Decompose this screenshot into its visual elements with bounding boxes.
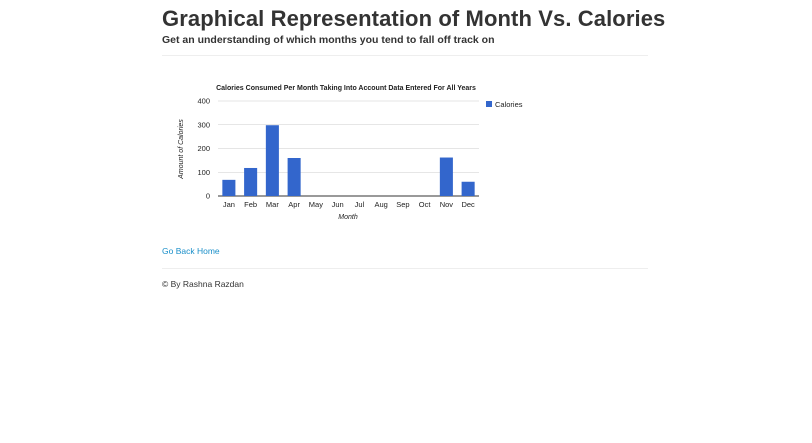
header-divider: [162, 55, 648, 56]
gridlines: [218, 100, 479, 197]
bars: [222, 125, 475, 196]
x-axis-label: Month: [338, 214, 358, 221]
x-tick-label: Jan: [223, 200, 235, 209]
y-tick-label: 0: [206, 192, 210, 201]
x-tick-label: Jun: [332, 200, 344, 209]
bar-apr: [287, 158, 301, 196]
x-tick-label: Nov: [440, 200, 454, 209]
y-axis-label: Amount of Calories: [178, 119, 185, 180]
y-tick-labels: 0 100 200 300 400: [197, 97, 210, 201]
bar-dec: [461, 181, 475, 196]
copyright-text: © By Rashna Razdan: [162, 279, 244, 289]
x-tick-label: Apr: [288, 200, 300, 209]
legend-label-calories: Calories: [495, 100, 523, 109]
x-tick-label: Sep: [396, 200, 409, 209]
legend-swatch-calories: [486, 101, 492, 107]
x-tick-label: Mar: [266, 200, 279, 209]
bar-feb: [244, 167, 258, 196]
footer-divider: [162, 268, 648, 269]
page-title: Graphical Representation of Month Vs. Ca…: [162, 6, 666, 31]
page-subtitle: Get an understanding of which months you…: [162, 34, 495, 46]
bar-nov: [439, 157, 453, 196]
x-tick-label: Jul: [355, 200, 365, 209]
bar-mar: [265, 125, 279, 196]
go-back-home-link[interactable]: Go Back Home: [162, 246, 220, 256]
x-tick-label: Dec: [461, 200, 475, 209]
bar-jan: [222, 179, 236, 196]
legend: Calories: [486, 100, 523, 109]
chart-title: Calories Consumed Per Month Taking Into …: [216, 85, 476, 92]
x-tick-labels: Jan Feb Mar Apr May Jun Jul Aug Sep Oct Nov Dec: [223, 200, 475, 209]
x-tick-label: Aug: [374, 200, 387, 209]
x-tick-label: Oct: [419, 200, 432, 209]
y-tick-label: 200: [197, 144, 210, 153]
x-tick-label: Feb: [244, 200, 257, 209]
y-tick-label: 300: [197, 120, 210, 129]
x-tick-label: May: [309, 200, 323, 209]
y-tick-label: 100: [197, 168, 210, 177]
y-tick-label: 400: [197, 97, 210, 106]
